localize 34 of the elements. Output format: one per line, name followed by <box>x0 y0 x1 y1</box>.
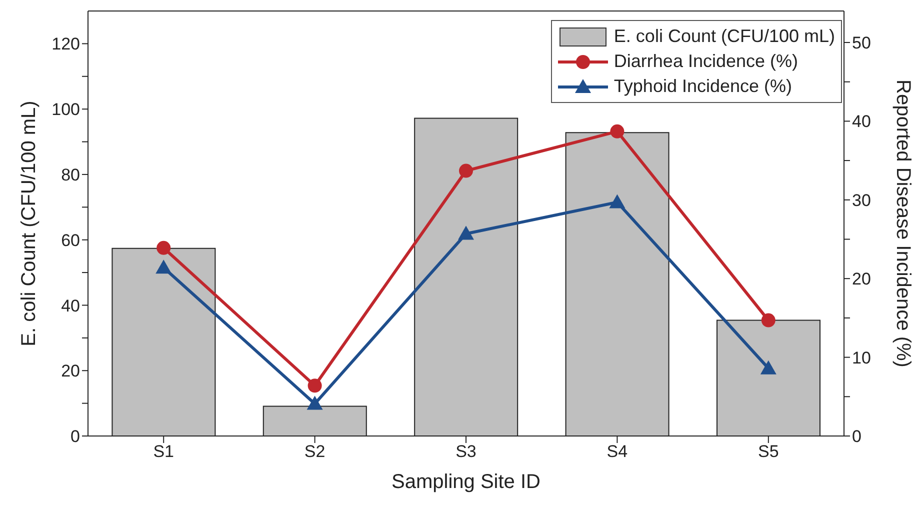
y2-tick-label: 50 <box>852 34 871 53</box>
y-tick-label: 120 <box>52 34 80 54</box>
legend-label: Diarrhea Incidence (%) <box>614 51 798 72</box>
legend-label: Typhoid Incidence (%) <box>614 76 792 97</box>
y-axis-title: E. coli Count (CFU/100 mL) <box>18 100 40 346</box>
point <box>609 194 626 208</box>
x-tick-label: S5 <box>758 442 779 462</box>
point <box>156 240 171 255</box>
y2-tick-label: 40 <box>852 112 871 132</box>
legend-label: E. coli Count (CFU/100 mL) <box>614 26 835 47</box>
point <box>610 124 624 138</box>
y-tick-label: 0 <box>70 427 80 446</box>
point <box>760 360 776 374</box>
point <box>156 260 172 274</box>
point <box>306 396 323 410</box>
y-tick-label: 40 <box>61 296 80 316</box>
x-tick-label: S3 <box>456 442 476 462</box>
y2-tick-label: 10 <box>852 348 871 368</box>
y-tick-label: 60 <box>61 230 80 250</box>
x-tick-label: S1 <box>153 442 174 462</box>
x-axis-title: Sampling Site ID <box>392 471 540 493</box>
y2-tick-label: 20 <box>852 270 871 289</box>
y-tick-label: 100 <box>52 100 80 120</box>
y2-axis-title: Reported Disease Incidence (%) <box>892 80 914 368</box>
point <box>458 226 474 240</box>
point <box>308 378 322 393</box>
y2-tick-label: 30 <box>852 190 871 210</box>
point <box>459 164 473 178</box>
y2-tick-label: 0 <box>852 427 862 446</box>
point <box>761 313 776 328</box>
y-tick-label: 80 <box>61 165 80 184</box>
x-tick-label: S4 <box>606 442 628 462</box>
y-tick-label: 20 <box>61 362 80 381</box>
x-tick-label: S2 <box>304 442 326 462</box>
